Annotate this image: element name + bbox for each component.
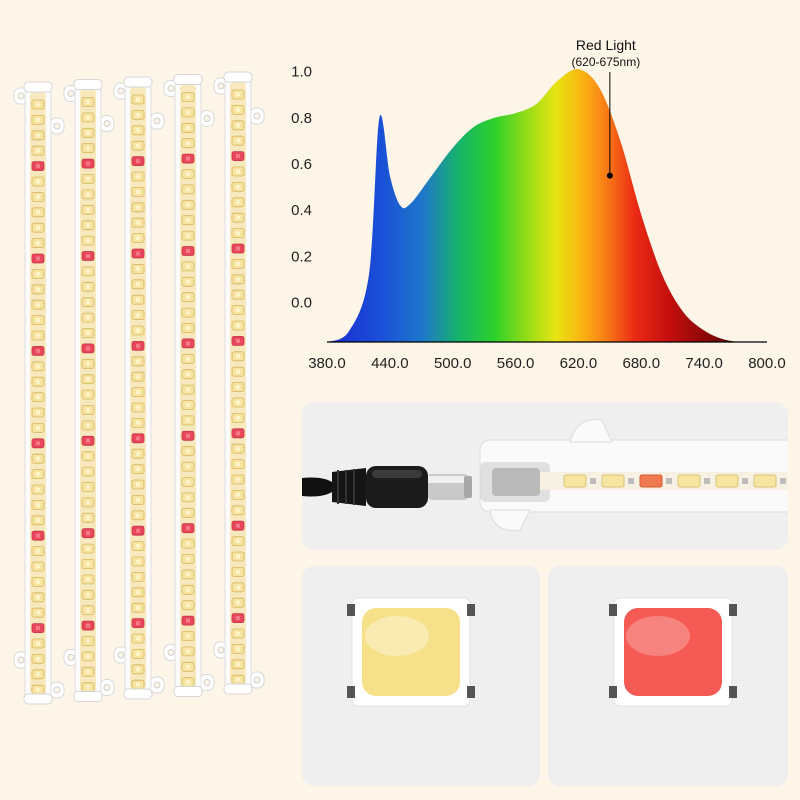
strip-end-closeup bbox=[479, 418, 788, 532]
x-tick-label: 560.0 bbox=[497, 355, 535, 372]
red-light-pointer-dot bbox=[606, 172, 613, 179]
red-led-chip bbox=[609, 597, 737, 707]
y-tick-label: 0.6 bbox=[291, 156, 312, 173]
x-tick-label: 440.0 bbox=[371, 355, 409, 372]
x-tick-label: 740.0 bbox=[685, 355, 723, 372]
y-tick-label: 0.0 bbox=[291, 295, 312, 312]
led-strip bbox=[163, 74, 215, 697]
warm-white-chip-panel bbox=[302, 566, 540, 786]
led-strips-illustration bbox=[13, 71, 265, 705]
led-strip bbox=[113, 76, 165, 700]
x-tick-label: 800.0 bbox=[748, 355, 786, 372]
red-chip-panel bbox=[548, 566, 788, 786]
y-tick-label: 0.8 bbox=[291, 110, 312, 127]
connector-strip-leds bbox=[563, 474, 786, 488]
x-tick-label: 620.0 bbox=[560, 355, 598, 372]
red-light-range-label: (620-675nm) bbox=[572, 55, 641, 69]
y-tick-label: 1.0 bbox=[291, 64, 312, 81]
led-strip bbox=[63, 79, 115, 702]
warm-white-led-chip bbox=[347, 597, 475, 707]
x-tick-label: 380.0 bbox=[308, 355, 346, 372]
dc-connector-closeup-panel bbox=[302, 402, 788, 550]
x-tick-label: 500.0 bbox=[434, 355, 472, 372]
y-tick-label: 0.2 bbox=[291, 248, 312, 265]
spectrum-chart: 0.0 0.2 0.4 0.6 0.8 1.0 380.0 440.0 500.0 560.0 6… bbox=[291, 37, 786, 372]
led-strip bbox=[13, 81, 65, 705]
led-strip bbox=[213, 71, 265, 695]
y-tick-label: 0.4 bbox=[291, 202, 312, 219]
spectrum-curve bbox=[327, 69, 767, 343]
x-tick-label: 680.0 bbox=[623, 355, 661, 372]
dc-power-plug bbox=[302, 466, 472, 508]
red-light-label: Red Light bbox=[576, 37, 636, 53]
